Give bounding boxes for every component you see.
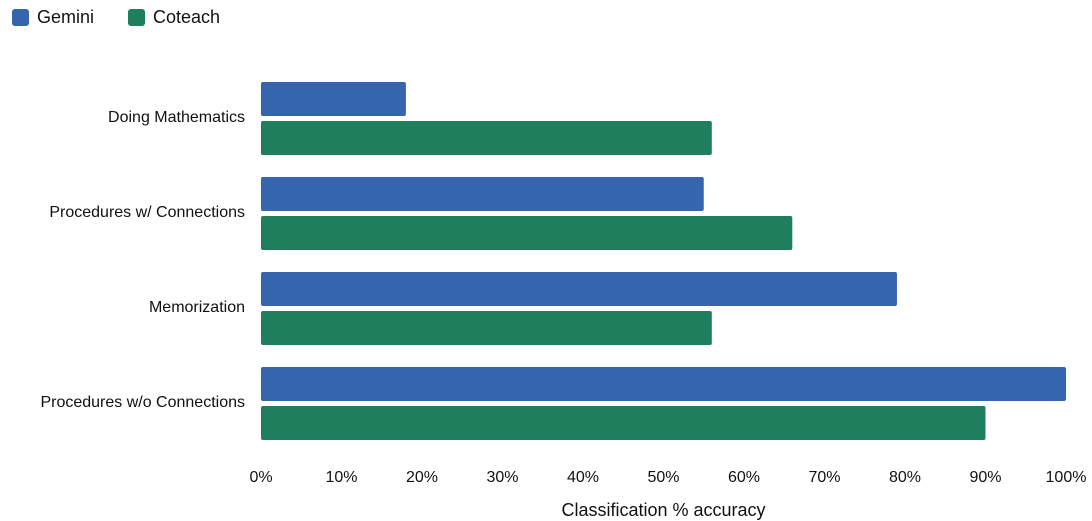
legend-label-gemini: Gemini [37, 7, 95, 27]
x-tick-label: 60% [728, 469, 760, 486]
x-tick-label: 30% [486, 469, 518, 486]
category-label: Doing Mathematics [108, 109, 245, 126]
legend-swatch-gemini [12, 9, 29, 26]
bar-gemini-2 [261, 272, 897, 306]
bar-gemini-1 [261, 177, 704, 211]
bar-coteach-2 [261, 311, 712, 345]
bar-coteach-1 [261, 216, 793, 250]
category-label: Memorization [149, 299, 245, 316]
bar-gemini-3 [261, 367, 1066, 401]
x-tick-label: 20% [406, 469, 438, 486]
legend-label-coteach: Coteach [153, 7, 221, 27]
category-labels: Doing Mathematics Procedures w/ Connectio… [40, 109, 245, 411]
x-tick-label: 70% [808, 469, 840, 486]
category-label: Procedures w/o Connections [40, 394, 245, 411]
x-tick-label: 80% [889, 469, 921, 486]
x-tick-label: 50% [647, 469, 679, 486]
x-tick-label: 10% [325, 469, 357, 486]
legend-item-coteach: Coteach [128, 7, 220, 28]
x-axis-title: Classification % accuracy [561, 500, 765, 520]
legend-swatch-coteach [128, 9, 146, 26]
x-tick-label: 90% [969, 469, 1001, 486]
x-tick-label: 40% [567, 469, 599, 486]
x-tick-label: 0% [249, 469, 272, 486]
legend-item-gemini: Gemini [12, 7, 94, 28]
x-tick-label: 100% [1046, 469, 1087, 486]
bars-group [261, 82, 1066, 440]
bar-coteach-0 [261, 121, 712, 155]
bar-coteach-3 [261, 406, 986, 440]
bar-gemini-0 [261, 82, 406, 116]
chart-legend: Gemini Coteach [12, 7, 220, 28]
category-label: Procedures w/ Connections [49, 204, 245, 221]
x-axis-ticks: 0% 10% 20% 30% 40% 50% 60% 70% 80% 90% 100% [249, 469, 1086, 486]
